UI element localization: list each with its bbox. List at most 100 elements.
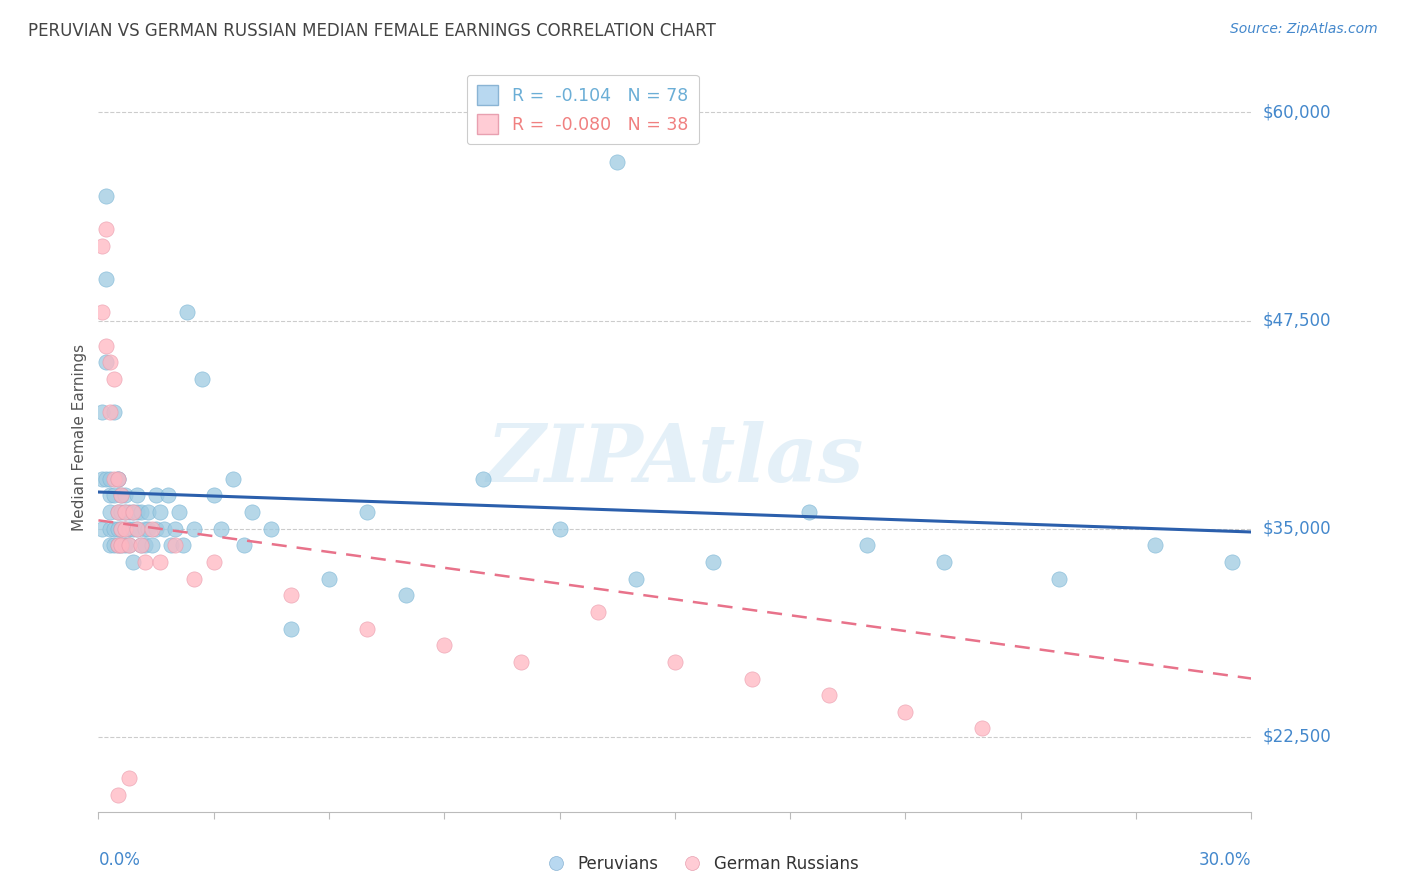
Point [98,472,121,486]
Point [118,538,141,552]
Point [799,505,821,519]
Point [260,522,283,536]
Point [280,622,302,636]
Point [318,572,340,586]
Point [103,372,125,386]
Text: $22,500: $22,500 [1263,728,1331,746]
Point [103,405,125,419]
Point [222,472,245,486]
Point [94,338,117,352]
Text: 30.0%: 30.0% [1199,851,1251,869]
Point [1047,572,1070,586]
Point [972,722,994,736]
Point [114,522,136,536]
Point [125,522,148,536]
Point [94,472,117,486]
Point [118,538,141,552]
Point [107,538,129,552]
Point [702,555,724,569]
Legend: R =  -0.104   N = 78, R =  -0.080   N = 38: R = -0.104 N = 78, R = -0.080 N = 38 [467,75,699,145]
Point [91,305,114,319]
Point [138,505,160,519]
Point [94,355,117,369]
Point [145,522,167,536]
Point [156,488,179,502]
Point [134,555,156,569]
Point [191,372,214,386]
Point [125,505,148,519]
Point [209,522,232,536]
Point [856,538,879,552]
Point [141,522,163,536]
Point [107,538,129,552]
Text: 0.0%: 0.0% [98,851,141,869]
Point [103,488,125,502]
Point [122,505,145,519]
Point [134,538,156,552]
Point [107,788,129,802]
Point [202,488,225,502]
Point [165,538,187,552]
Point [356,622,378,636]
Point [98,505,121,519]
Point [160,538,183,552]
Point [107,472,129,486]
Point [103,538,125,552]
Point [932,555,955,569]
Point [122,522,145,536]
Point [110,538,132,552]
Point [626,572,648,586]
Point [134,522,156,536]
Point [183,572,205,586]
Point [98,522,121,536]
Point [94,272,117,286]
Point [176,305,198,319]
Point [91,522,114,536]
Point [122,555,145,569]
Text: ZIPAtlas: ZIPAtlas [486,421,863,499]
Point [741,672,763,686]
Text: Source: ZipAtlas.com: Source: ZipAtlas.com [1230,22,1378,37]
Point [172,538,194,552]
Point [98,538,121,552]
Point [107,522,129,536]
Point [114,505,136,519]
Point [110,522,132,536]
Point [91,405,114,419]
Text: $60,000: $60,000 [1263,103,1331,121]
Point [110,522,132,536]
Point [94,188,117,202]
Point [114,488,136,502]
Point [510,655,533,669]
Point [471,472,494,486]
Point [395,588,418,602]
Point [107,505,129,519]
Point [1220,555,1243,569]
Point [107,472,129,486]
Point [103,472,125,486]
Y-axis label: Median Female Earnings: Median Female Earnings [72,343,87,531]
Point [149,555,172,569]
Point [152,522,174,536]
Point [586,605,609,619]
Point [122,505,145,519]
Point [165,522,187,536]
Text: $35,000: $35,000 [1263,520,1331,538]
Point [233,538,256,552]
Point [110,488,132,502]
Point [183,522,205,536]
Point [606,155,628,169]
Point [107,505,129,519]
Point [433,638,456,652]
Point [98,405,121,419]
Point [98,355,121,369]
Point [202,555,225,569]
Point [149,505,172,519]
Point [114,505,136,519]
Point [118,522,141,536]
Point [107,472,129,486]
Text: PERUVIAN VS GERMAN RUSSIAN MEDIAN FEMALE EARNINGS CORRELATION CHART: PERUVIAN VS GERMAN RUSSIAN MEDIAN FEMALE… [28,22,716,40]
Point [167,505,190,519]
Point [103,522,125,536]
Point [817,688,839,702]
